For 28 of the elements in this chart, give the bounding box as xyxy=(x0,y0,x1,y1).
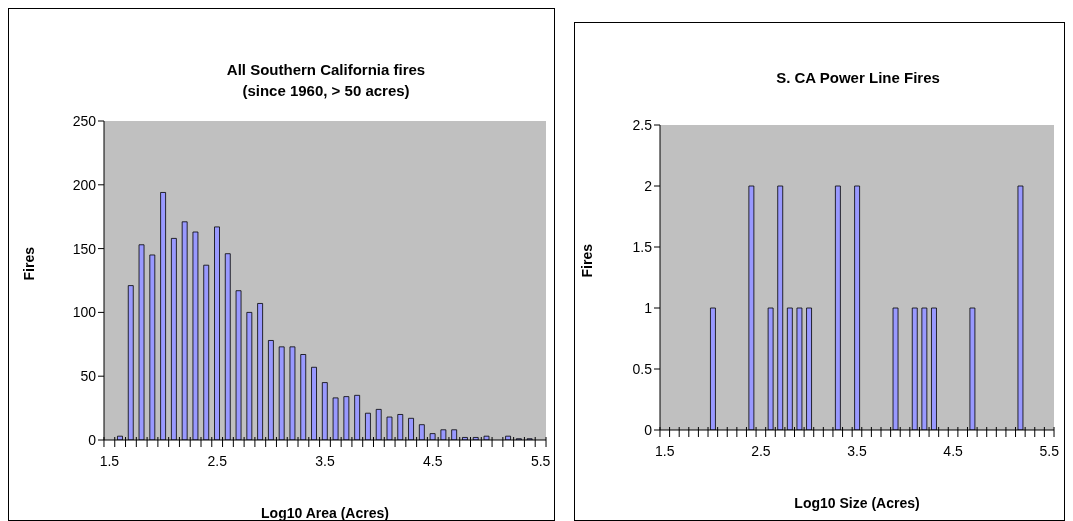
y-tick-label: 0 xyxy=(644,421,653,438)
x-tick-label: 5.5 xyxy=(1039,443,1060,459)
y-tick-label: 1.5 xyxy=(632,238,653,255)
y-tick-label: 0.5 xyxy=(632,360,653,377)
chart-title: S. CA Power Line Fires xyxy=(775,68,941,88)
y-tick-label: 100 xyxy=(72,304,97,321)
x-tick-label: 1.5 xyxy=(99,453,120,469)
y-tick-label: 2.5 xyxy=(632,116,653,133)
y-tick-label: 150 xyxy=(72,240,97,257)
x-axis-title: Log10 Area (Acres) xyxy=(261,505,389,521)
y-tick-label: 200 xyxy=(72,176,97,193)
chart-title: All Southern California fires (since 1960, > 50 acres) xyxy=(225,60,427,101)
x-tick-label: 5.5 xyxy=(530,453,551,469)
y-tick-label: 0 xyxy=(88,431,97,448)
x-tick-label: 2.5 xyxy=(751,443,771,459)
y-tick-label: 2 xyxy=(644,177,653,194)
y-tick-label: 1 xyxy=(644,299,653,316)
y-axis-title: Fires xyxy=(578,243,595,278)
x-tick-label: 1.5 xyxy=(655,443,675,459)
x-tick-label: 3.5 xyxy=(315,453,335,469)
x-tick-label: 4.5 xyxy=(943,443,964,459)
y-tick-label: 50 xyxy=(80,368,97,385)
y-tick-label: 250 xyxy=(72,112,97,129)
x-tick-label: 4.5 xyxy=(423,453,443,469)
y-axis-title: Fires xyxy=(20,246,37,281)
x-axis-title: Log10 Size (Acres) xyxy=(794,495,920,511)
x-tick-label: 3.5 xyxy=(847,443,867,459)
x-tick-label: 2.5 xyxy=(207,453,228,469)
